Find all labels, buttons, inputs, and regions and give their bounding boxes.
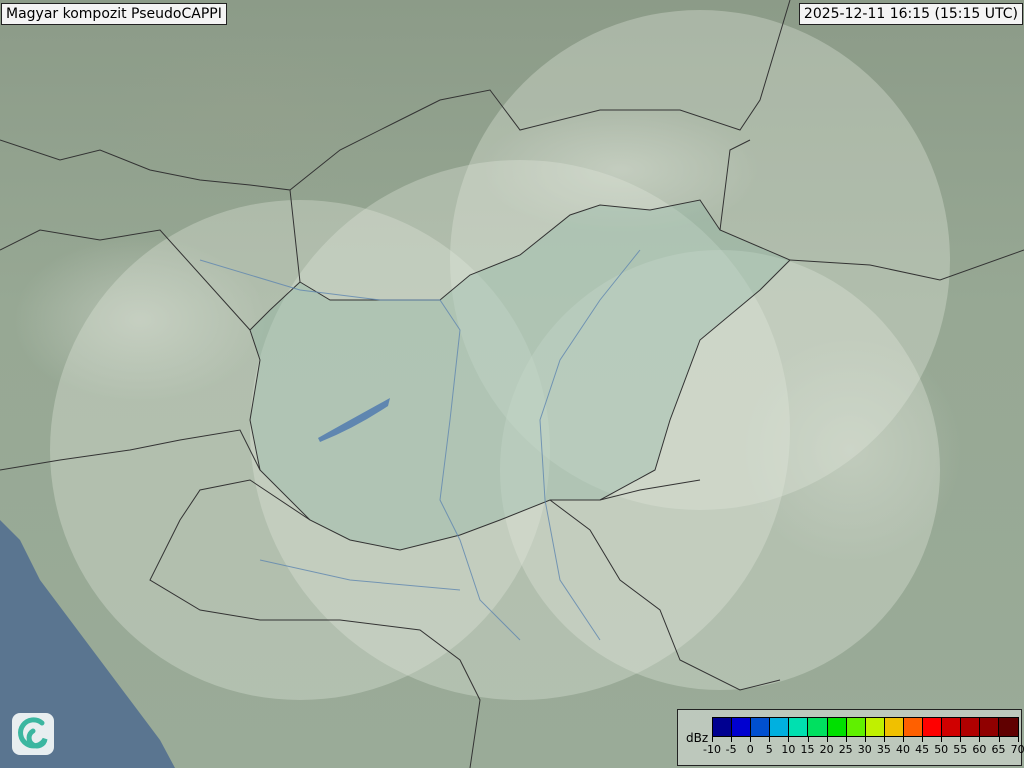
legend-swatch xyxy=(942,718,962,736)
legend-tick-mark xyxy=(845,736,847,742)
legend-swatch xyxy=(808,718,828,736)
legend-tick-label: 5 xyxy=(765,743,773,756)
legend-tick-label: 40 xyxy=(896,743,910,756)
legend-tick-mark xyxy=(979,736,981,742)
legend-swatch xyxy=(827,718,847,736)
timestamp: 2025-12-11 16:15 (15:15 UTC) xyxy=(798,3,1023,25)
legend-tick-label: 25 xyxy=(838,743,853,756)
legend-tick-label: 15 xyxy=(800,743,815,756)
legend-tick-label: 45 xyxy=(915,743,930,756)
legend-swatch xyxy=(789,718,809,736)
legend-tick-label: 50 xyxy=(934,743,949,756)
legend-tick-mark xyxy=(941,736,943,742)
dbz-legend: dBz -10 -5 0 5 10 15 20 25 30 35 40 45 50 55 60 65 70 xyxy=(677,709,1024,766)
legend-tick-label: -5 xyxy=(725,743,737,756)
legend-tick-mark xyxy=(788,736,790,742)
legend-tick-label: 10 xyxy=(781,743,796,756)
legend-tick-mark xyxy=(922,736,924,742)
legend-tick-mark xyxy=(731,736,733,742)
legend-swatch xyxy=(846,718,866,736)
color-scale xyxy=(712,717,1019,737)
hungary-tint xyxy=(250,200,790,550)
legend-tick-mark xyxy=(864,736,866,742)
legend-tick-label: 30 xyxy=(857,743,872,756)
legend-swatch xyxy=(980,718,1000,736)
legend-tick-label: 55 xyxy=(953,743,968,756)
legend-swatch xyxy=(903,718,924,736)
legend-tick-label: 20 xyxy=(819,743,834,756)
legend-swatch xyxy=(961,718,981,736)
legend-tick-mark xyxy=(883,736,885,742)
legend-swatch xyxy=(713,718,733,736)
legend-tick-label: -10 xyxy=(703,743,721,756)
adriatic-sea xyxy=(0,520,175,768)
swirl-logo-icon xyxy=(12,713,54,755)
legend-swatch xyxy=(923,718,943,736)
legend-tick-mark xyxy=(826,736,828,742)
map-title: Magyar kompozit PseudoCAPPI xyxy=(1,3,227,25)
legend-tick-label: 70 xyxy=(1010,743,1024,756)
legend-tick-mark xyxy=(998,736,1000,742)
legend-swatch xyxy=(770,718,790,736)
legend-swatch xyxy=(865,718,885,736)
legend-tick-mark xyxy=(769,736,771,742)
rivers xyxy=(199,249,641,641)
legend-swatch xyxy=(999,718,1018,736)
legend-swatch xyxy=(751,718,771,736)
lake-balaton xyxy=(318,398,390,442)
legend-tick-label: 0 xyxy=(746,743,754,756)
legend-tick-mark xyxy=(903,736,904,742)
legend-tick-mark xyxy=(750,736,752,742)
legend-tick-label: 35 xyxy=(876,743,891,756)
legend-tick-label: 65 xyxy=(991,743,1006,756)
legend-tick-mark xyxy=(712,736,713,742)
legend-tick-mark xyxy=(960,736,962,742)
legend-tick-mark xyxy=(1017,736,1019,742)
legend-tick-label: 60 xyxy=(972,743,987,756)
legend-swatch xyxy=(732,718,752,736)
legend-tick-mark xyxy=(807,736,809,742)
radar-coverage xyxy=(50,10,950,700)
legend-ticks: -10 -5 0 5 10 15 20 25 30 35 40 45 50 55 60 65 70 xyxy=(703,736,1024,758)
legend-unit: dBz xyxy=(686,731,709,745)
legend-swatch xyxy=(884,718,904,736)
